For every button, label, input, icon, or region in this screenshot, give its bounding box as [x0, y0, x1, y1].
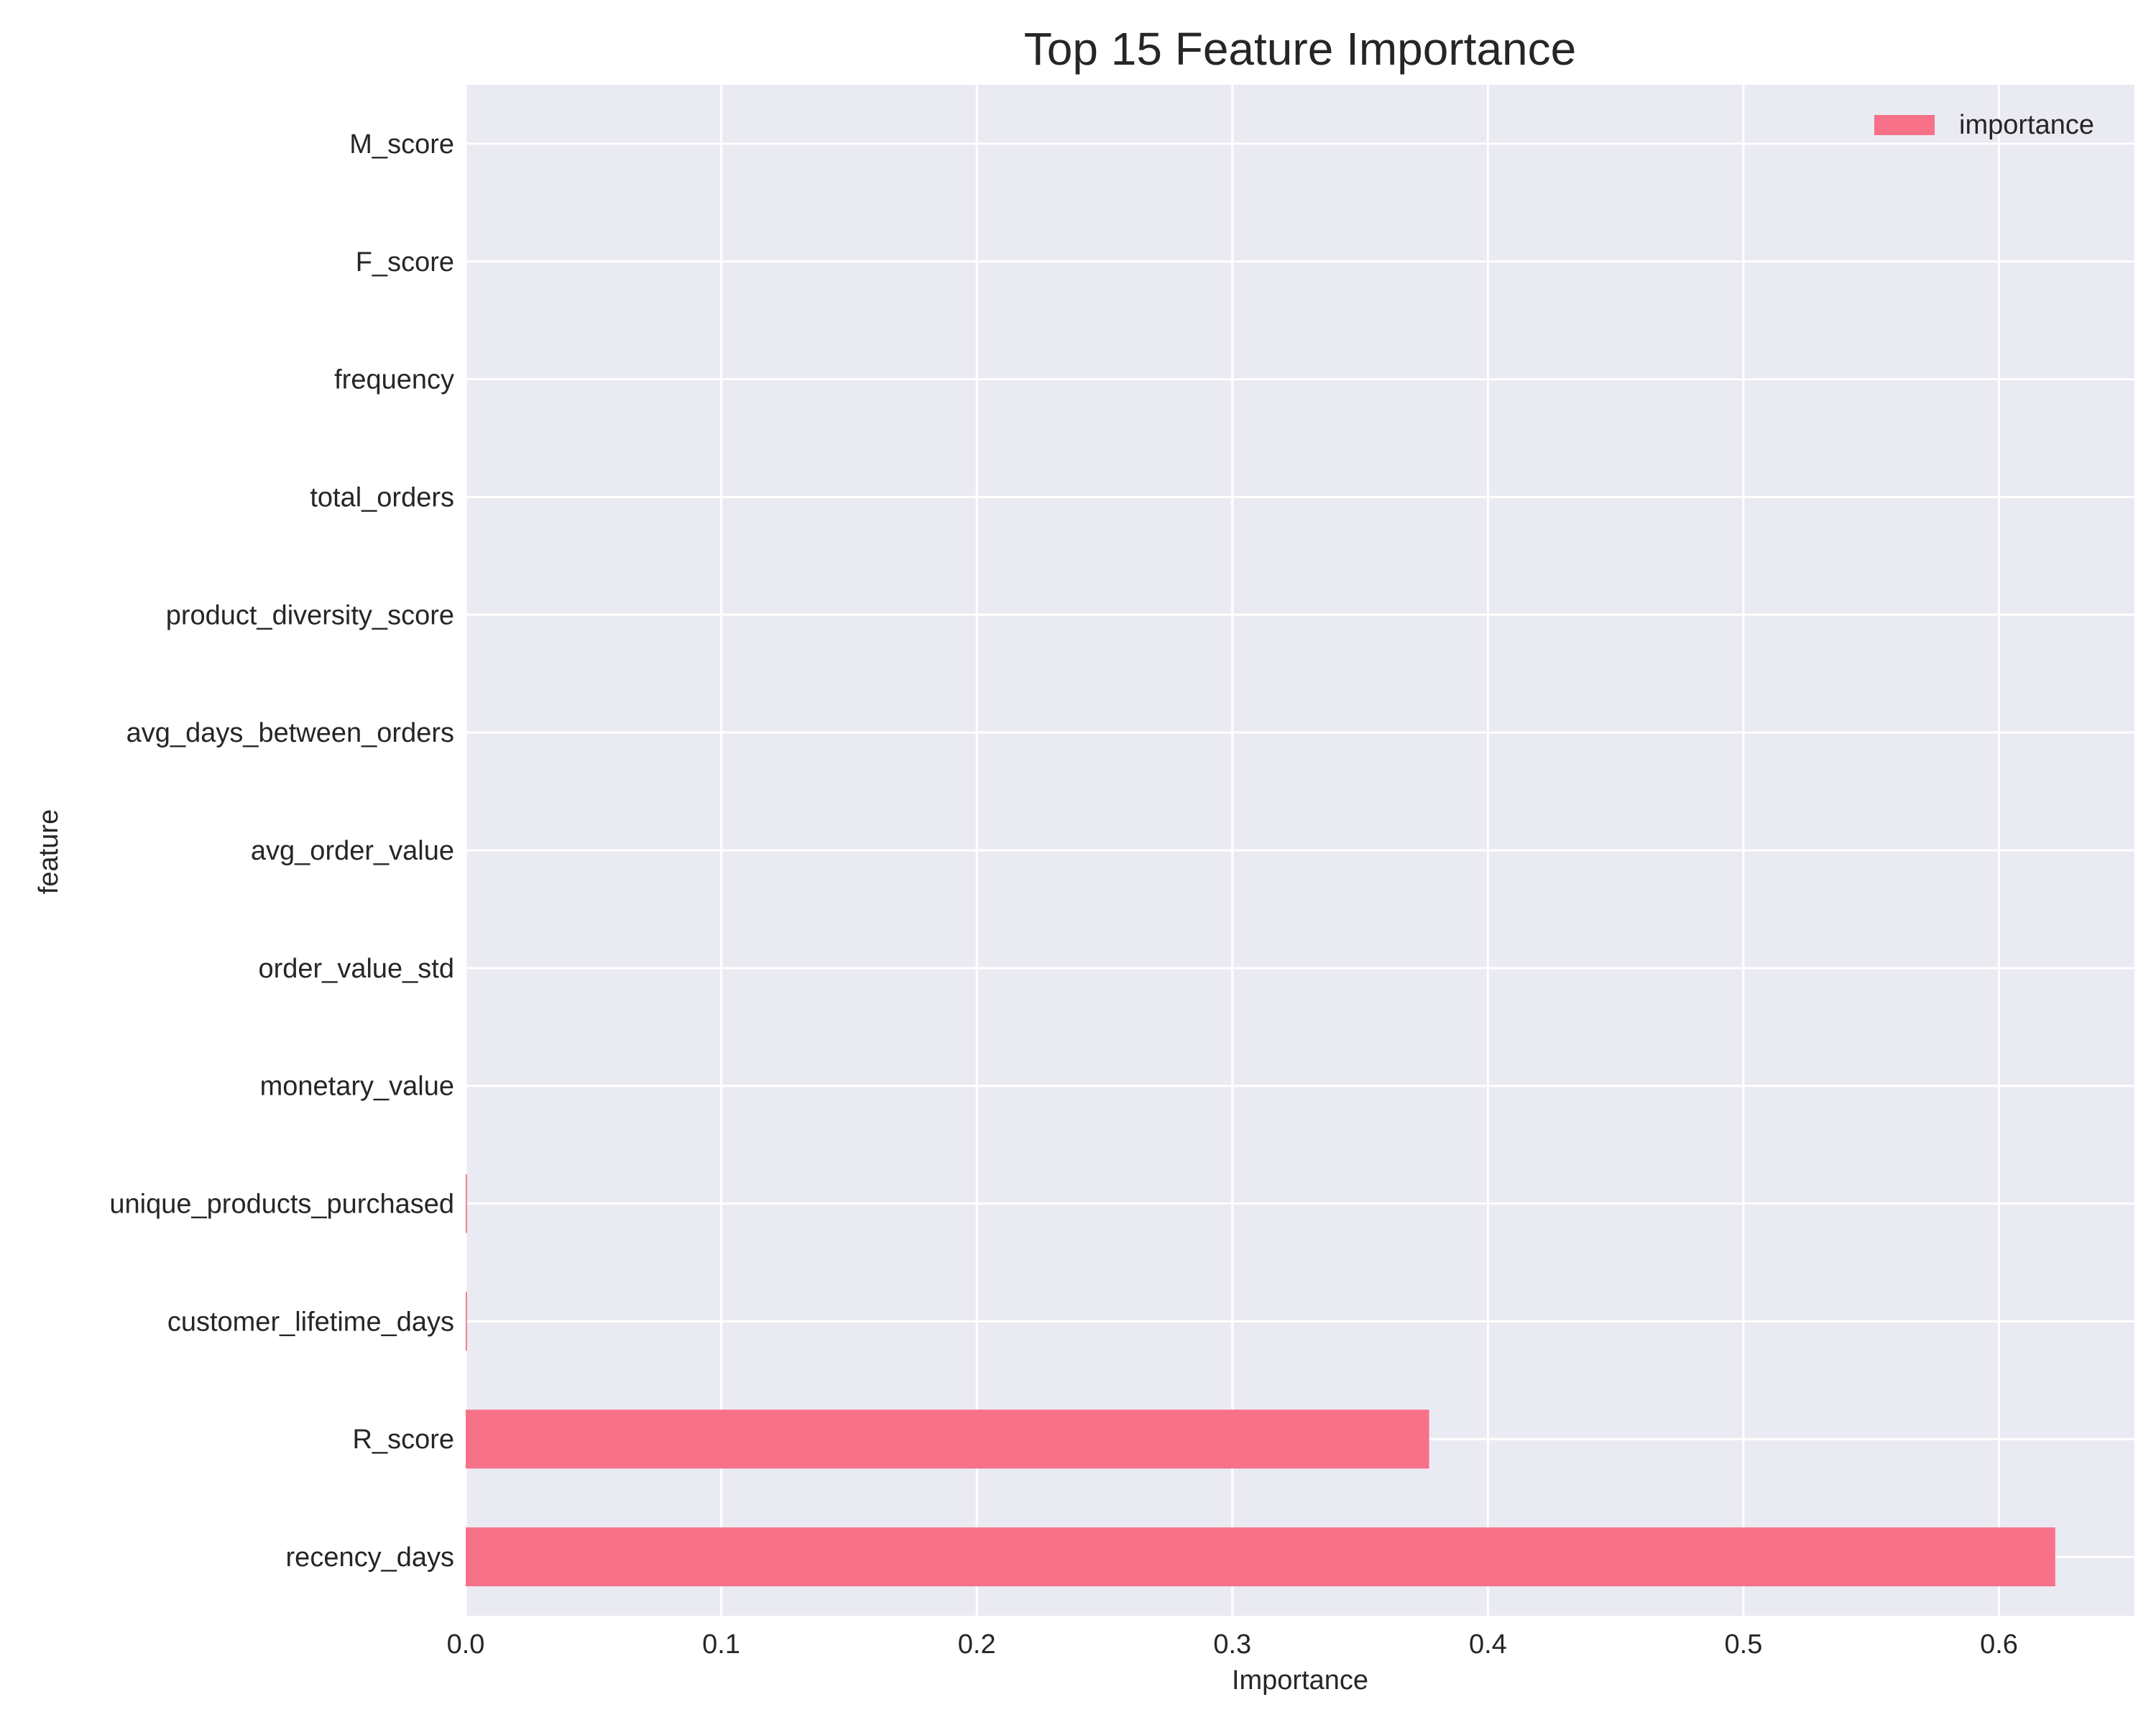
bars — [466, 1174, 2055, 1587]
y-tick-label: M_score — [349, 129, 454, 160]
y-tick-label: recency_days — [286, 1542, 454, 1573]
y-tick-labels: recency_days R_score customer_lifetime_day… — [109, 129, 454, 1573]
bar-unique_products_purchased — [466, 1174, 467, 1233]
y-tick-label: customer_lifetime_days — [167, 1307, 454, 1337]
legend-swatch — [1874, 115, 1935, 135]
bar-R_score — [466, 1409, 1429, 1469]
x-axis-label: Importance — [1232, 1665, 1368, 1696]
y-tick-label: avg_order_value — [251, 836, 454, 866]
legend: importance — [1874, 110, 2094, 140]
y-tick-label: order_value_std — [258, 954, 454, 984]
x-tick-label: 0.6 — [1980, 1629, 2018, 1660]
y-tick-label: frequency — [334, 365, 454, 395]
x-tick-label: 0.5 — [1725, 1629, 1763, 1660]
y-tick-label: unique_products_purchased — [109, 1190, 454, 1220]
x-tick-label: 0.1 — [702, 1629, 740, 1660]
x-tick-label: 0.3 — [1213, 1629, 1251, 1660]
bar-customer_lifetime_days — [466, 1292, 467, 1351]
y-tick-label: product_diversity_score — [166, 600, 454, 630]
y-axis-label: feature — [34, 809, 64, 894]
y-tick-label: total_orders — [310, 482, 454, 512]
y-tick-label: F_score — [356, 247, 454, 277]
x-tick-label: 0.4 — [1469, 1629, 1507, 1660]
y-tick-label: avg_days_between_orders — [126, 718, 454, 748]
x-tick-label: 0.2 — [958, 1629, 996, 1660]
y-tick-label: R_score — [353, 1425, 455, 1455]
bar-recency_days — [466, 1527, 2055, 1587]
chart-title: Top 15 Feature Importance — [1024, 23, 1576, 75]
legend-label: importance — [1959, 110, 2094, 140]
x-tick-label: 0.0 — [447, 1629, 485, 1660]
y-tick-label: monetary_value — [260, 1072, 454, 1102]
x-tick-labels: 0.0 0.1 0.2 0.3 0.4 0.5 0.6 — [447, 1629, 2018, 1660]
